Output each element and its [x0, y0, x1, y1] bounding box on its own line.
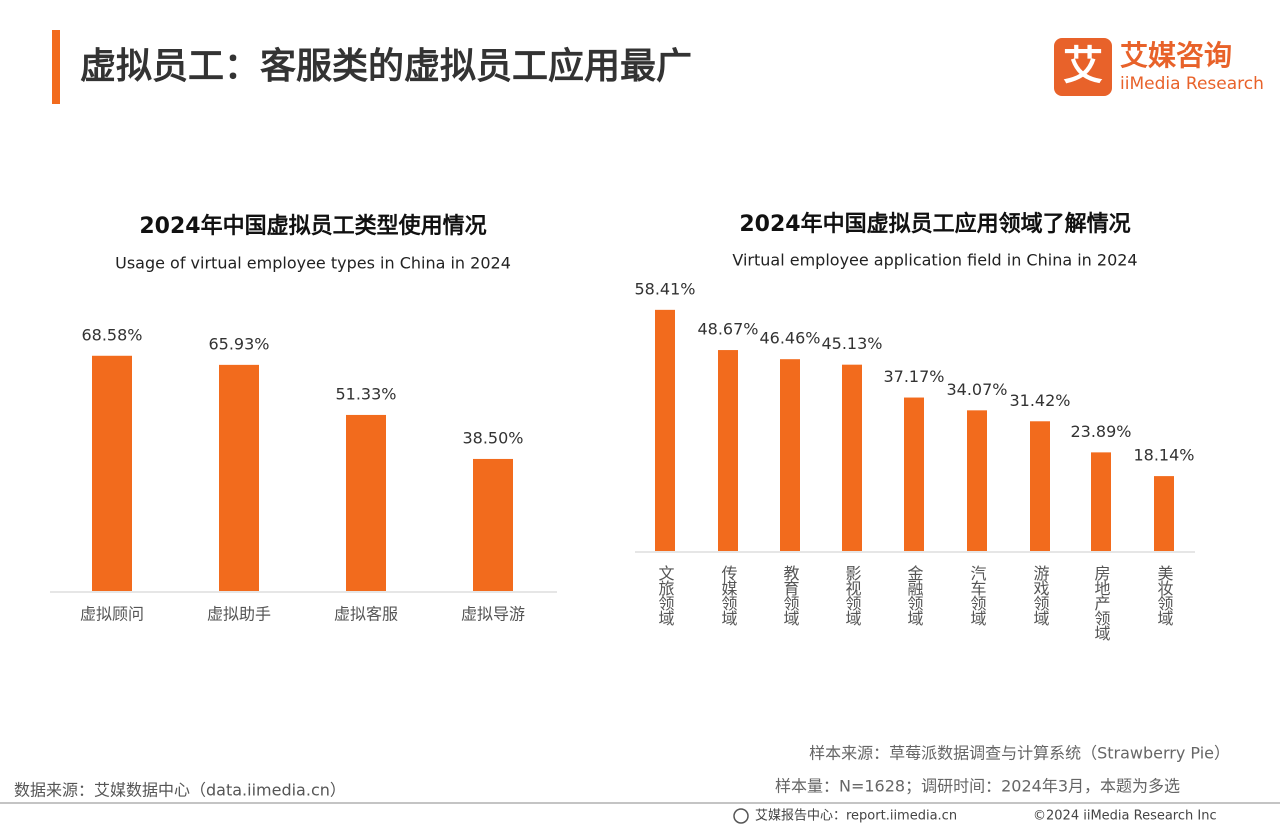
sample-size: 样本量：N=1628；调研时间：2024年3月，本题为多选	[775, 777, 1180, 796]
value-label: 48.67%	[697, 320, 758, 339]
chart-title: 2024年中国虚拟员工类型使用情况	[139, 213, 486, 239]
value-label: 45.13%	[821, 334, 882, 353]
copyright: ©2024 iiMedia Research Inc	[1033, 809, 1217, 824]
chart-subtitle: Usage of virtual employee types in China…	[115, 254, 511, 273]
x-tick-label: 汽车领域	[968, 565, 987, 626]
bar	[904, 397, 924, 551]
bar	[842, 364, 862, 551]
bar	[473, 458, 513, 591]
value-label: 65.93%	[208, 334, 269, 353]
bar	[967, 410, 987, 551]
logo-en: iiMedia Research	[1120, 74, 1264, 94]
x-tick-label: 文旅领域	[656, 565, 675, 626]
value-label: 37.17%	[883, 367, 944, 386]
x-tick-label: 美妆领域	[1155, 565, 1174, 626]
x-tick-label: 传媒领域	[719, 565, 738, 626]
x-tick-label: 教育领域	[781, 565, 800, 626]
report-center: 艾媒报告中心：report.iimedia.cn	[755, 809, 957, 824]
x-tick-label: 金融领域	[905, 565, 924, 626]
bar	[219, 364, 259, 591]
x-tick-label: 游戏领域	[1031, 565, 1050, 626]
data-source: 数据来源：艾媒数据中心（data.iimedia.cn）	[14, 781, 346, 800]
x-tick-label: 虚拟客服	[334, 605, 398, 624]
value-label: 68.58%	[81, 325, 142, 344]
bar	[346, 414, 386, 591]
bar	[1091, 452, 1111, 551]
value-label: 34.07%	[946, 380, 1007, 399]
chart-title: 2024年中国虚拟员工应用领域了解情况	[739, 211, 1130, 237]
chart-subtitle: Virtual employee application field in Ch…	[732, 251, 1137, 270]
bar	[718, 350, 738, 551]
value-label: 46.46%	[759, 329, 820, 348]
bar	[1030, 421, 1050, 551]
sample-source: 样本来源：草莓派数据调查与计算系统（Strawberry Pie）	[809, 744, 1230, 763]
x-tick-label: 虚拟导游	[461, 605, 525, 624]
bar	[92, 355, 132, 591]
value-label: 23.89%	[1070, 422, 1131, 441]
title-accent	[52, 30, 60, 104]
x-tick-label: 房地产领域	[1092, 565, 1111, 641]
x-tick-label: 虚拟助手	[207, 605, 271, 624]
bar	[655, 309, 675, 551]
x-tick-label: 虚拟顾问	[80, 605, 144, 624]
page-title: 虚拟员工：客服类的虚拟员工应用最广	[80, 46, 692, 87]
bar	[780, 359, 800, 551]
value-label: 58.41%	[634, 279, 695, 298]
logo-name: 艾媒咨询	[1120, 39, 1232, 72]
logo-mark: 艾	[1063, 43, 1103, 89]
globe-icon	[733, 808, 749, 824]
value-label: 18.14%	[1133, 446, 1194, 465]
logo-box	[1054, 38, 1112, 96]
value-label: 51.33%	[335, 384, 396, 403]
bar	[1154, 476, 1174, 551]
x-tick-label: 影视领域	[843, 565, 862, 626]
value-label: 31.42%	[1009, 391, 1070, 410]
value-label: 38.50%	[462, 428, 523, 447]
